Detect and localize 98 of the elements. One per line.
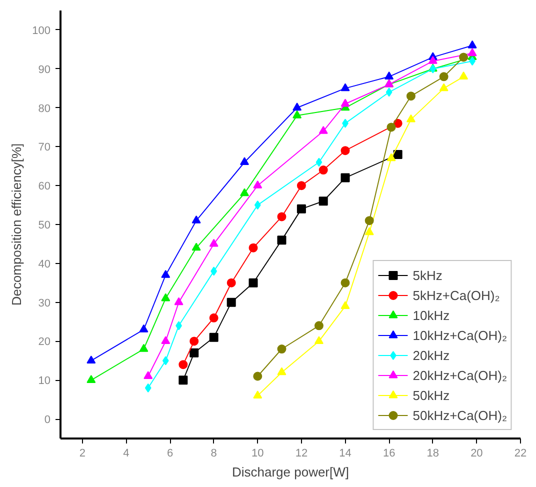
- point: [161, 336, 170, 344]
- y-tick-label: 90: [38, 64, 51, 76]
- point: [406, 114, 416, 122]
- x-tick-label: 2: [79, 448, 86, 460]
- point: [139, 324, 148, 332]
- legend-label: 5kHz+Ca(OH)₂: [412, 286, 500, 304]
- point: [190, 348, 199, 358]
- point: [277, 367, 286, 376]
- y-tick-label: 60: [38, 180, 51, 193]
- point: [240, 157, 249, 166]
- point: [190, 336, 199, 346]
- point: [192, 242, 201, 251]
- point: [161, 270, 170, 278]
- point: [314, 321, 324, 330]
- point: [340, 83, 350, 92]
- y-tick-label: 0: [44, 414, 51, 426]
- x-tick-label: 12: [295, 448, 308, 460]
- legend-label: 10kHz: [412, 306, 450, 324]
- point: [277, 212, 286, 222]
- point: [277, 236, 286, 245]
- point: [253, 372, 262, 381]
- point: [316, 158, 322, 167]
- point: [162, 356, 169, 366]
- legend-label: 10kHz+Ca(OH)₂: [412, 326, 507, 344]
- x-tick-label: 16: [382, 448, 396, 460]
- point: [364, 227, 374, 236]
- point: [209, 238, 218, 247]
- point: [340, 173, 350, 182]
- point: [86, 375, 96, 383]
- legend-label: 20kHz: [412, 346, 450, 364]
- point: [174, 297, 184, 306]
- x-tick-label: 20: [470, 448, 483, 460]
- y-tick-label: 80: [38, 102, 51, 115]
- point: [386, 153, 396, 162]
- point: [248, 278, 258, 288]
- point: [314, 336, 324, 344]
- y-axis-title: Decomposition efficiency[%]: [9, 143, 24, 306]
- legend-label: 50kHz: [412, 386, 450, 404]
- x-tick-label: 4: [123, 448, 130, 460]
- point: [178, 376, 188, 385]
- point: [178, 360, 188, 370]
- point: [340, 146, 350, 156]
- x-tick-label: 8: [210, 448, 217, 460]
- point: [240, 188, 249, 196]
- legend-label: 5kHz: [412, 266, 442, 284]
- point: [296, 181, 306, 190]
- point: [428, 56, 438, 64]
- point: [340, 301, 350, 310]
- y-tick-label: 100: [32, 24, 51, 37]
- point: [253, 390, 262, 399]
- point: [292, 110, 302, 118]
- y-tick-label: 50: [38, 220, 51, 232]
- point: [226, 298, 236, 307]
- x-tick-label: 6: [166, 448, 174, 460]
- point: [192, 215, 201, 224]
- x-tick-label: 18: [426, 448, 440, 460]
- point: [292, 102, 302, 111]
- point: [386, 122, 396, 132]
- point: [318, 126, 328, 134]
- legend-label: 50kHz+Ca(OH)₂: [412, 406, 507, 424]
- y-tick-label: 40: [38, 258, 51, 270]
- point: [384, 72, 394, 80]
- point: [209, 313, 218, 322]
- y-tick-label: 20: [38, 336, 51, 348]
- point: [139, 344, 148, 352]
- point: [318, 166, 328, 175]
- point: [468, 40, 477, 48]
- y-tick-label: 70: [38, 142, 51, 154]
- point: [86, 356, 96, 364]
- point: [209, 332, 218, 342]
- point: [459, 52, 468, 62]
- point: [393, 150, 402, 159]
- point: [226, 278, 236, 288]
- legend-label: 20kHz+Ca(OH)₂: [412, 366, 507, 384]
- point: [439, 83, 448, 92]
- x-tick-label: 14: [339, 448, 352, 460]
- point: [318, 196, 328, 206]
- point: [439, 72, 448, 82]
- point: [364, 216, 374, 226]
- point: [406, 92, 416, 101]
- point: [144, 383, 152, 392]
- point: [340, 98, 350, 107]
- point: [248, 243, 258, 252]
- point: [277, 344, 286, 354]
- x-axis-title: Discharge power[W]: [232, 464, 350, 480]
- y-tick-label: 30: [38, 297, 51, 310]
- point: [144, 371, 153, 380]
- point: [468, 48, 477, 56]
- y-tick-label: 10: [38, 375, 51, 388]
- point: [386, 88, 392, 97]
- x-tick-label: 22: [514, 448, 527, 460]
- point: [253, 180, 262, 188]
- point: [340, 278, 350, 288]
- point: [296, 204, 306, 214]
- point: [254, 200, 261, 210]
- x-tick-label: 10: [252, 448, 264, 460]
- point: [161, 293, 170, 302]
- point: [459, 72, 468, 80]
